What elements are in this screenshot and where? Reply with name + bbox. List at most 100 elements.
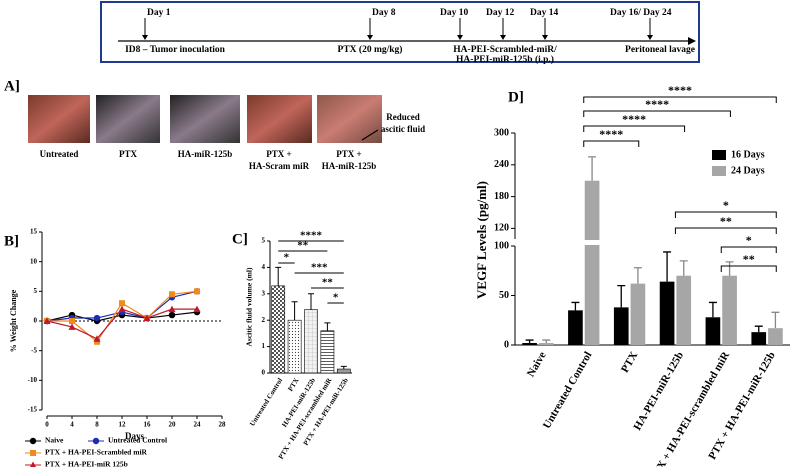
photo-caption: HA-Scram miR bbox=[249, 161, 310, 171]
significance-bracket bbox=[720, 265, 777, 272]
bar bbox=[287, 319, 302, 374]
y-axis-title: % Weight Change bbox=[9, 289, 18, 352]
legend-label: PTX + HA-PEI-miR 125b bbox=[45, 460, 128, 467]
error-bar bbox=[617, 284, 626, 308]
timeline-arrow bbox=[688, 37, 696, 45]
x-tick-label: 0 bbox=[45, 421, 49, 429]
error-bar bbox=[771, 311, 780, 329]
y-axis-title: Ascitic fluid volume (ml) bbox=[245, 267, 254, 346]
bar bbox=[538, 343, 554, 345]
timeline-event: HA-PEI-Scrambled-miR/ bbox=[453, 45, 557, 55]
photo-caption: PTX + bbox=[266, 149, 291, 159]
panel-label: A] bbox=[4, 78, 20, 94]
annotation: ascitic fluid bbox=[381, 124, 425, 134]
bar bbox=[271, 285, 286, 374]
timeline-day: Day 16/ Day 24 bbox=[610, 8, 672, 18]
significance-label: * bbox=[333, 292, 339, 304]
marker bbox=[119, 300, 125, 307]
error-bar bbox=[291, 301, 298, 321]
significance-label: **** bbox=[622, 112, 646, 126]
timeline-day: Day 14 bbox=[530, 8, 558, 18]
y-tick-label: 5 bbox=[262, 237, 266, 245]
marker bbox=[193, 305, 201, 313]
bar bbox=[768, 328, 783, 345]
bar bbox=[676, 275, 692, 345]
y-tick-label: 240 bbox=[494, 159, 509, 170]
marker bbox=[69, 318, 75, 324]
marker bbox=[68, 323, 76, 330]
legend-label: PTX + HA-PEI-Scrambled miR bbox=[45, 448, 148, 457]
significance-bracket bbox=[720, 246, 777, 253]
annotation: Reduced bbox=[386, 112, 420, 122]
y-tick-label: 5 bbox=[34, 287, 38, 295]
error-bar bbox=[275, 266, 282, 286]
x-tick-label: 20 bbox=[169, 421, 177, 429]
significance-label: **** bbox=[300, 230, 323, 242]
significance-label: **** bbox=[668, 83, 692, 97]
timeline-event: ID8 – Tumor inoculation bbox=[125, 45, 226, 55]
significance-label: * bbox=[723, 198, 729, 212]
significance-bracket bbox=[674, 211, 777, 218]
significance-label: *** bbox=[311, 262, 328, 274]
timeline-tick-heads bbox=[142, 35, 653, 40]
marker bbox=[169, 291, 175, 298]
bar bbox=[722, 275, 737, 345]
photo-caption: Untreated bbox=[40, 149, 79, 159]
marker bbox=[43, 317, 51, 324]
bar bbox=[705, 317, 721, 345]
photo-caption: HA-miR-125b bbox=[322, 161, 377, 171]
y-tick-label: 100 bbox=[494, 240, 509, 251]
error-bar bbox=[663, 251, 672, 282]
error-bar bbox=[754, 325, 763, 333]
legend-marker bbox=[30, 461, 36, 467]
timeline-day: Day 1 bbox=[147, 8, 171, 18]
bar bbox=[584, 180, 600, 345]
photo-caption: PTX + bbox=[336, 149, 361, 159]
legend-marker bbox=[30, 450, 36, 456]
error-bar bbox=[324, 322, 331, 331]
marker bbox=[93, 314, 101, 322]
x-tick-label: 24 bbox=[194, 421, 202, 429]
legend-label: Naive bbox=[45, 436, 64, 445]
significance-bracket bbox=[583, 140, 640, 147]
timeline-event: HA-PEI-miR-125b (i.p.) bbox=[456, 54, 554, 65]
error-bar bbox=[525, 339, 534, 344]
error-bar bbox=[708, 301, 717, 318]
timeline-day: Day 10 bbox=[440, 8, 468, 18]
error-bar bbox=[588, 156, 597, 181]
panel-label: C] bbox=[232, 231, 248, 247]
y-tick-label: 3 bbox=[262, 289, 266, 297]
y-tick-label: 0 bbox=[262, 369, 266, 377]
marker bbox=[143, 314, 151, 322]
x-tick-label: Untreated Control bbox=[541, 350, 595, 431]
x-tick-label: 28 bbox=[219, 421, 227, 429]
x-tick-label: HA-PEI-miR-125b bbox=[632, 350, 687, 433]
error-bar bbox=[571, 301, 580, 311]
marker bbox=[168, 311, 176, 319]
y-axis-title: VEGF Levels (pg/ml) bbox=[474, 181, 489, 299]
legend-marker bbox=[92, 437, 100, 445]
y-tick-label: 4 bbox=[262, 263, 266, 271]
y-tick-label: 10 bbox=[30, 257, 38, 265]
bar bbox=[659, 281, 675, 345]
axis-break bbox=[509, 240, 792, 245]
error-bar bbox=[725, 261, 734, 276]
significance-bracket bbox=[583, 125, 686, 132]
x-tick-label: PTX bbox=[286, 377, 300, 393]
significance-label: * bbox=[284, 252, 290, 264]
y-tick-label: -5 bbox=[31, 346, 37, 354]
significance-bracket bbox=[674, 227, 777, 234]
timeline-day: Day 8 bbox=[372, 8, 396, 18]
timeline-day: Day 12 bbox=[486, 8, 514, 18]
photo bbox=[96, 95, 160, 143]
x-tick-label: PTX bbox=[619, 350, 640, 375]
error-bar bbox=[340, 365, 347, 370]
y-tick-label: 15 bbox=[30, 228, 38, 236]
error-bar bbox=[679, 260, 688, 276]
marker bbox=[93, 335, 101, 342]
error-bar bbox=[542, 339, 551, 344]
significance-label: ** bbox=[297, 240, 309, 252]
significance-label: ** bbox=[743, 252, 755, 266]
significance-bracket bbox=[583, 96, 777, 103]
